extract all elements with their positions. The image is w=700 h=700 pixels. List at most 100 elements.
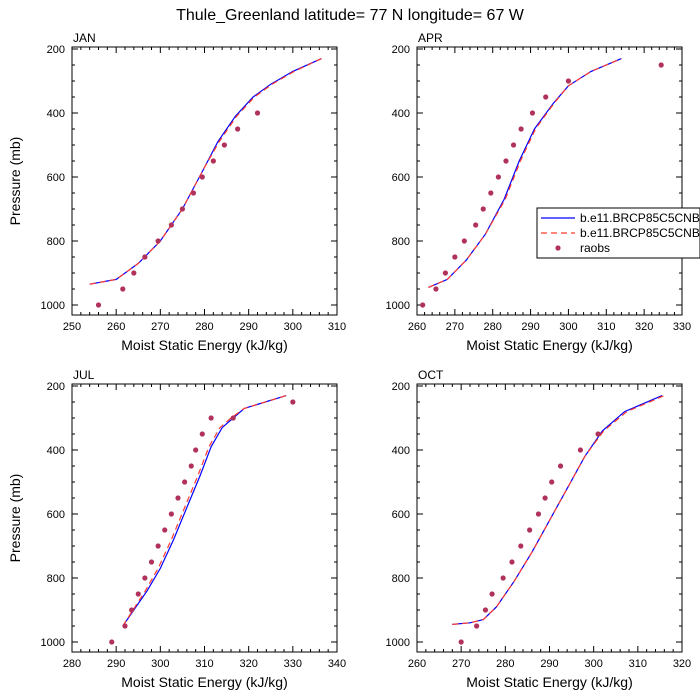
y-tick-label: 600: [392, 509, 410, 521]
raob-point: [420, 302, 426, 308]
x-tick-label: 310: [328, 321, 346, 333]
legend-label: b.e11.BRCP85C5CNBDRD.f09_g16.022: [580, 226, 700, 240]
x-tick-label: 340: [328, 658, 346, 670]
y-tick-label: 800: [47, 236, 65, 248]
figure-title: Thule_Greenland latitude= 77 N longitude…: [176, 7, 525, 24]
raob-point: [155, 238, 161, 244]
raob-point: [433, 286, 439, 292]
x-tick-label: 330: [284, 658, 302, 670]
x-tick-label: 320: [239, 658, 257, 670]
x-tick-label: 270: [452, 658, 470, 670]
panel-label: JAN: [73, 31, 96, 45]
x-tick-label: 280: [484, 321, 502, 333]
x-tick-label: 310: [629, 658, 647, 670]
panel-label: APR: [418, 31, 443, 45]
raob-point: [193, 447, 199, 453]
raob-point: [543, 94, 549, 100]
y-tick-label: 1000: [386, 637, 410, 649]
raob-point: [95, 302, 102, 308]
raob-point: [527, 527, 533, 533]
x-tick-label: 320: [635, 321, 653, 333]
raob-point: [129, 607, 135, 613]
y-tick-label: 600: [47, 172, 65, 184]
x-tick-label: 290: [239, 321, 257, 333]
y-tick-label: 400: [392, 108, 410, 120]
raob-point: [518, 126, 524, 132]
raob-point: [542, 495, 548, 501]
y-axis-label: Pressure (mb): [7, 474, 23, 563]
raob-point: [461, 238, 467, 244]
raob-point: [510, 142, 517, 148]
raob-point: [658, 62, 664, 68]
y-tick-label: 600: [392, 172, 410, 184]
raob-point: [142, 254, 148, 260]
series-line-solid: [89, 58, 322, 285]
x-tick-label: 300: [284, 321, 302, 333]
legend-marker: [555, 245, 561, 251]
x-tick-label: 280: [63, 658, 81, 670]
x-tick-label: 290: [540, 658, 558, 670]
panel-jul: JUL 280 290 300 310 320 330 340 200 400 600 800 1000…: [7, 368, 346, 690]
panel-label: OCT: [418, 368, 444, 382]
legend-label: b.e11.BRCP85C5CNBDRD.f09_g16.012: [580, 211, 700, 225]
y-tick-label: 800: [392, 236, 410, 248]
y-tick-label: 1000: [41, 637, 65, 649]
raob-point: [168, 511, 174, 517]
x-tick-label: 260: [408, 321, 426, 333]
plot-frame: [416, 46, 683, 316]
raob-point: [535, 511, 542, 517]
x-tick-label: 290: [107, 658, 125, 670]
x-axis-label: Moist Static Energy (kJ/kg): [121, 337, 288, 353]
raob-point: [473, 222, 479, 228]
raob-point: [474, 623, 480, 629]
y-tick-label: 200: [392, 44, 410, 56]
x-tick-label: 280: [195, 321, 213, 333]
raob-point: [148, 559, 155, 565]
raob-point: [175, 495, 181, 501]
raob-point: [518, 543, 524, 549]
y-tick-label: 600: [47, 509, 65, 521]
raob-point: [179, 206, 186, 212]
y-axis-label: Pressure (mb): [7, 137, 23, 226]
raob-point: [199, 174, 205, 180]
x-tick-label: 320: [673, 658, 691, 670]
raob-point: [109, 639, 115, 645]
x-tick-label: 300: [151, 658, 169, 670]
panel-jan: JAN 250 260 270 280 290 300 310 200 400 600 800 1000…: [7, 31, 346, 353]
raob-point: [509, 559, 515, 565]
raob-point: [190, 190, 197, 196]
y-tick-label: 800: [392, 573, 410, 585]
panel-label: JUL: [73, 368, 95, 382]
raob-point: [452, 254, 458, 260]
legend-label: raobs: [580, 241, 610, 255]
raob-point: [489, 591, 495, 597]
x-axis-label: Moist Static Energy (kJ/kg): [466, 674, 633, 690]
raob-point: [135, 591, 141, 597]
y-tick-label: 200: [392, 381, 410, 393]
raob-point: [458, 639, 464, 645]
x-axis-label: Moist Static Energy (kJ/kg): [121, 674, 288, 690]
y-tick-label: 800: [47, 573, 65, 585]
raob-point: [162, 527, 168, 533]
raob-point: [442, 270, 448, 276]
x-tick-label: 290: [521, 321, 539, 333]
x-tick-label: 300: [584, 658, 602, 670]
raob-point: [529, 110, 536, 116]
raob-point: [188, 463, 194, 469]
series-line-dashed: [89, 58, 322, 285]
raob-point: [230, 415, 236, 421]
x-tick-label: 260: [107, 321, 125, 333]
y-tick-label: 200: [47, 381, 65, 393]
x-tick-label: 270: [151, 321, 169, 333]
panel-apr: APR 260 270 280 290 300 310 320 330 200 400 600 800 1…: [386, 31, 692, 353]
raob-point: [482, 607, 489, 613]
raob-point: [235, 126, 241, 132]
raob-point: [495, 174, 501, 180]
raob-point: [595, 431, 601, 437]
panel-oct: OCT 260 270 280 290 300 310 320 200 400 600 800 1000…: [386, 368, 692, 690]
raob-point: [557, 463, 564, 469]
raob-point: [503, 158, 509, 164]
legend: b.e11.BRCP85C5CNBDRD.f09_g16.012b.e11.BR…: [536, 207, 700, 259]
